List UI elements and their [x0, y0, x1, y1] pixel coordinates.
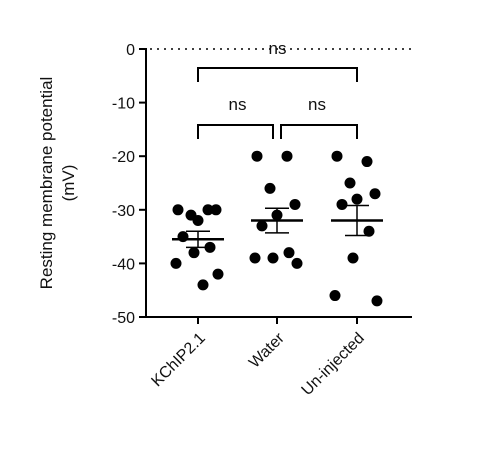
y-tick-label: -10: [112, 96, 135, 113]
data-point: [369, 188, 381, 200]
data-point: [192, 215, 204, 227]
data-point: [188, 247, 200, 259]
data-point: [256, 220, 268, 232]
data-point: [336, 198, 348, 210]
data-point: [170, 257, 182, 269]
y-tick-label: -40: [112, 256, 135, 273]
data-point: [249, 252, 261, 264]
x-tick-label: KChIP2.1: [148, 330, 209, 391]
significance-label: ns: [229, 95, 247, 114]
data-point: [202, 204, 214, 216]
significance-bracket: [197, 67, 358, 82]
data-point: [283, 247, 295, 259]
y-axis-label: Resting membrane potential: [37, 77, 56, 290]
significance-label: ns: [269, 39, 287, 58]
data-point: [264, 182, 276, 194]
data-point: [291, 257, 303, 269]
data-point: [344, 177, 356, 189]
data-point: [197, 279, 209, 291]
data-point: [347, 252, 359, 264]
data-point: [281, 150, 293, 162]
data-point: [210, 204, 222, 216]
significance-label: ns: [308, 95, 326, 114]
data-point: [172, 204, 184, 216]
data-point: [361, 156, 373, 168]
y-tick-label: -50: [112, 310, 135, 327]
data-point: [363, 225, 375, 237]
y-tick-label: 0: [126, 42, 135, 59]
y-tick-label: -30: [112, 203, 135, 220]
data-point: [212, 268, 224, 280]
data-point: [329, 290, 341, 302]
significance-bracket: [197, 124, 274, 139]
x-tick-label: Un-injected: [299, 330, 368, 399]
data-point: [251, 150, 263, 162]
data-point: [289, 198, 301, 210]
significance-bracket: [280, 124, 358, 139]
y-tick-label: -20: [112, 149, 135, 166]
x-tick-label: Water: [246, 329, 288, 371]
y-axis-label: (mV): [59, 165, 78, 202]
data-point: [351, 193, 363, 205]
data-point: [331, 150, 343, 162]
data-point: [267, 252, 279, 264]
data-point: [371, 295, 383, 307]
